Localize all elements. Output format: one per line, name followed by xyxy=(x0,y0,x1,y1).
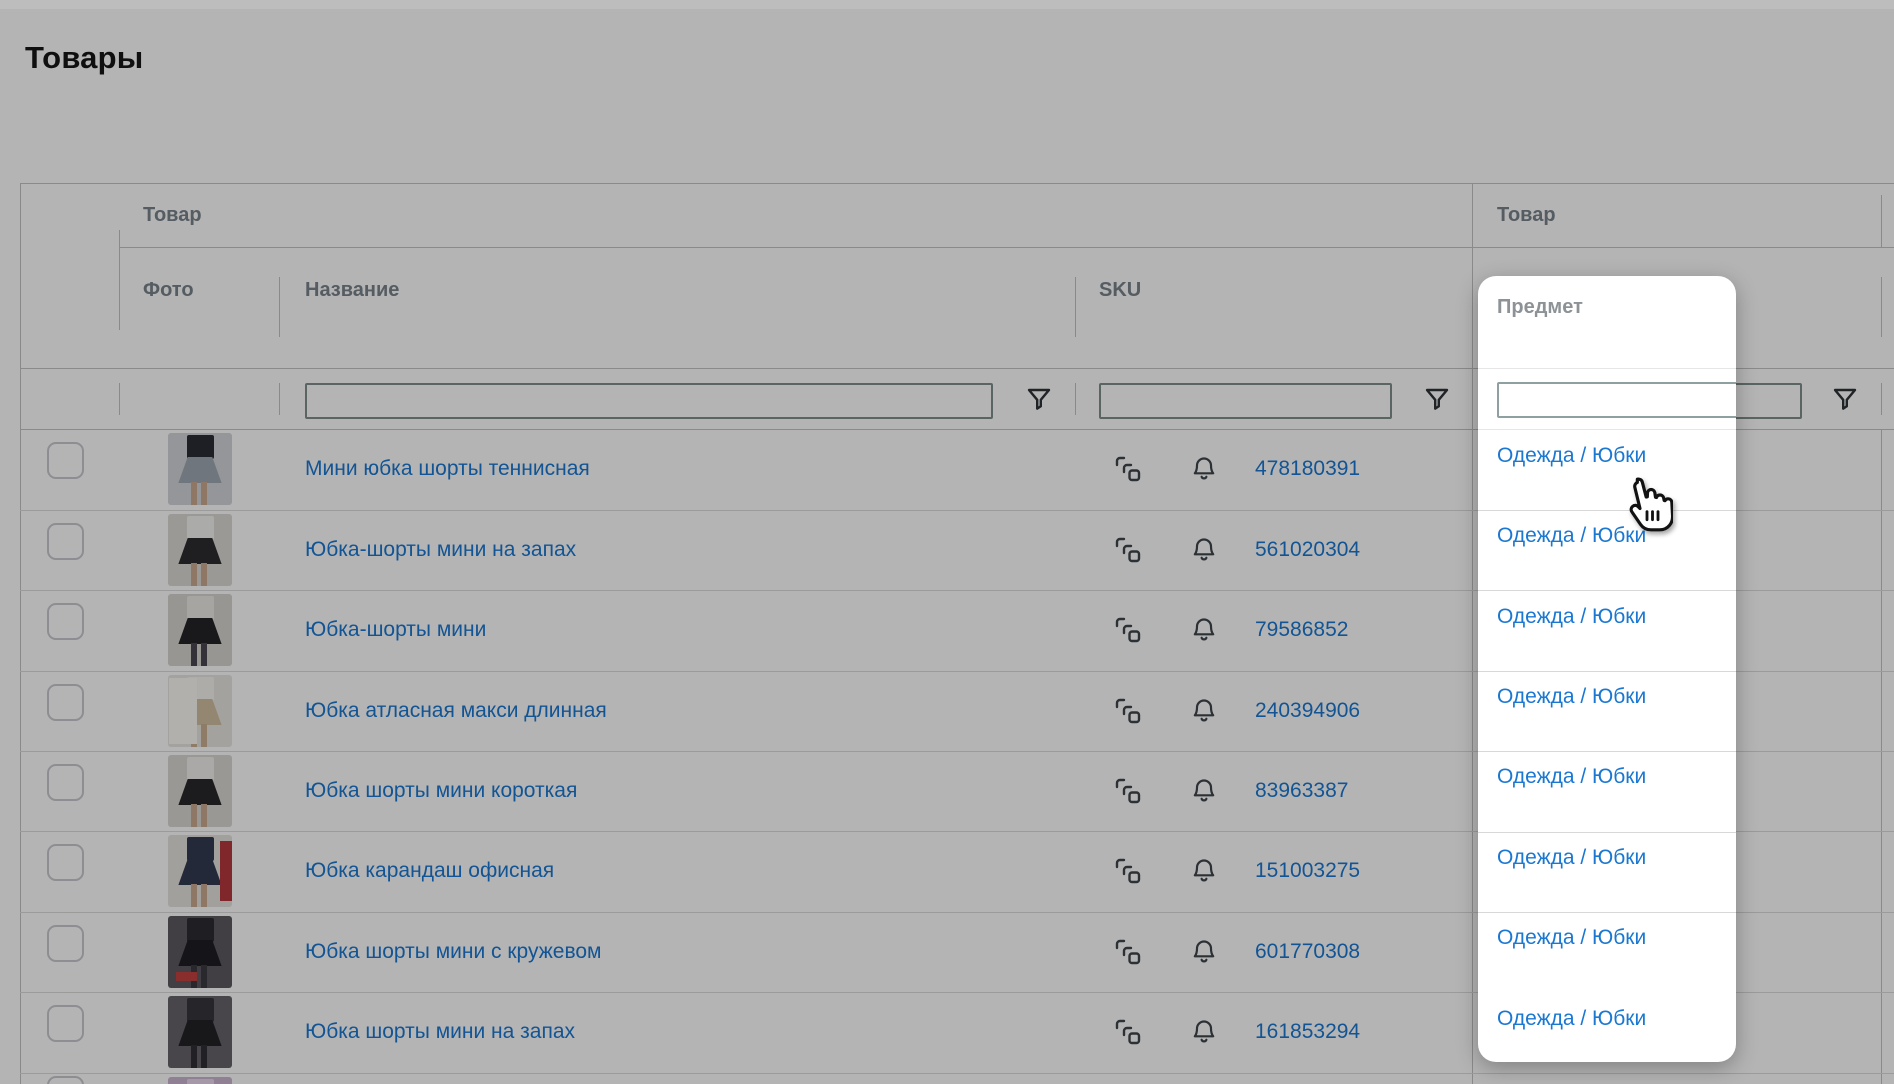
row-separator xyxy=(1478,832,1736,833)
column-border xyxy=(1881,383,1882,415)
row-separator xyxy=(20,912,1894,913)
row-checkbox[interactable] xyxy=(47,1005,84,1042)
sku-link[interactable]: 83963387 xyxy=(1255,779,1349,802)
product-name-link[interactable]: Юбка атласная макси длинная xyxy=(305,699,607,722)
column-header-subject: Предмет xyxy=(1497,296,1583,318)
table-row: Юбка-шорты мини на запах 561020304 xyxy=(20,510,1894,590)
row-checkbox[interactable] xyxy=(47,442,84,479)
row-separator xyxy=(20,831,1894,832)
row-checkbox[interactable] xyxy=(47,523,84,560)
row-checkbox[interactable] xyxy=(47,603,84,640)
table-row: Юбка шорты мини на запах 161853294 xyxy=(20,992,1894,1072)
sku-link[interactable]: 561020304 xyxy=(1255,538,1361,561)
divider xyxy=(279,383,280,415)
column-header-sku: SKU xyxy=(1099,279,1142,301)
sku-link[interactable]: 601770308 xyxy=(1255,940,1361,963)
row-checkbox[interactable] xyxy=(47,925,84,962)
row-separator xyxy=(20,671,1894,672)
table-border xyxy=(20,183,1894,184)
table-row: Юбка шорты мини короткая 83963387 xyxy=(20,751,1894,831)
row-separator xyxy=(20,1073,1894,1074)
divider xyxy=(1075,277,1076,337)
subject-link[interactable]: Одежда / Юбки xyxy=(1497,685,1647,708)
subject-filter-input[interactable] xyxy=(1497,382,1736,418)
product-photo xyxy=(168,514,232,586)
subject-link[interactable]: Одежда / Юбки xyxy=(1497,444,1647,467)
subject-column-spotlight: Предмет Одежда / Юбки Одежда / Юбки Одеж… xyxy=(1478,276,1736,1062)
top-edge-strip xyxy=(0,0,1894,9)
hand-pointer-cursor xyxy=(1629,477,1673,532)
row-separator xyxy=(20,992,1894,993)
product-photo xyxy=(168,916,232,988)
divider xyxy=(1478,368,1736,369)
product-photo xyxy=(168,433,232,505)
table-row: Юбка атласная макси длинная 240394906 xyxy=(20,671,1894,751)
sku-filter-input[interactable] xyxy=(1099,383,1392,419)
product-photo xyxy=(168,755,232,827)
subject-link[interactable]: Одежда / Юбки xyxy=(1497,926,1647,949)
row-separator xyxy=(20,510,1894,511)
divider xyxy=(1075,383,1076,415)
product-photo xyxy=(168,675,232,747)
table-row: Мини юбка шорты теннисная 478180391 xyxy=(20,429,1894,509)
divider xyxy=(279,277,280,337)
subject-link[interactable]: Одежда / Юбки xyxy=(1497,1007,1647,1030)
page-title: Товары xyxy=(25,40,144,75)
column-border xyxy=(1881,195,1882,247)
sku-link[interactable]: 240394906 xyxy=(1255,699,1361,722)
subject-link[interactable]: Одежда / Юбки xyxy=(1497,605,1647,628)
group-header-tovar-left: Товар xyxy=(143,204,202,226)
row-separator xyxy=(1478,590,1736,591)
subject-link[interactable]: Одежда / Юбки xyxy=(1497,765,1647,788)
subject-link[interactable]: Одежда / Юбки xyxy=(1497,524,1647,547)
column-header-photo: Фото xyxy=(143,279,194,301)
product-name-link[interactable]: Юбка-шорты мини на запах xyxy=(305,538,577,561)
column-border xyxy=(1881,430,1882,1084)
sku-link[interactable]: 79586852 xyxy=(1255,618,1349,641)
product-photo xyxy=(168,594,232,666)
table-row: Юбка-шорты мини 79586852 xyxy=(20,590,1894,670)
table-row: Юбка карандаш офисная 151003275 xyxy=(20,831,1894,911)
sku-link[interactable]: 478180391 xyxy=(1255,457,1361,480)
product-photo xyxy=(168,835,232,907)
products-table: Товар Товар Фото Название SKU Мини xyxy=(20,183,1894,1084)
row-separator xyxy=(1478,912,1736,913)
column-header-name: Название xyxy=(305,279,400,301)
product-name-link[interactable]: Юбка шорты мини короткая xyxy=(305,779,578,802)
product-name-link[interactable]: Юбка-шорты мини xyxy=(305,618,487,641)
sku-link[interactable]: 161853294 xyxy=(1255,1020,1361,1043)
group-header-tovar-right: Товар xyxy=(1497,204,1556,226)
product-name-link[interactable]: Мини юбка шорты теннисная xyxy=(305,457,590,480)
sku-link[interactable]: 151003275 xyxy=(1255,859,1361,882)
row-checkbox[interactable] xyxy=(47,684,84,721)
product-name-link[interactable]: Юбка шорты мини с кружевом xyxy=(305,940,602,963)
divider xyxy=(119,247,1894,248)
row-separator xyxy=(1478,751,1736,752)
row-separator xyxy=(1478,510,1736,511)
table-row: Юбка шорты мини с кружевом 601770308 xyxy=(20,912,1894,992)
column-border xyxy=(1472,183,1473,1084)
divider xyxy=(20,368,1894,369)
table-border xyxy=(20,183,21,1084)
column-border xyxy=(1881,277,1882,337)
row-separator xyxy=(20,590,1894,591)
subject-link[interactable]: Одежда / Юбки xyxy=(1497,846,1647,869)
row-separator xyxy=(1478,671,1736,672)
divider xyxy=(20,429,1894,430)
row-checkbox[interactable] xyxy=(47,1076,84,1084)
product-name-link[interactable]: Юбка карандаш офисная xyxy=(305,859,555,882)
divider xyxy=(119,383,120,415)
name-filter-input[interactable] xyxy=(305,383,993,419)
product-photo xyxy=(168,996,232,1068)
divider xyxy=(119,230,120,330)
product-name-link[interactable]: Юбка шорты мини на запах xyxy=(305,1020,575,1043)
product-photo xyxy=(168,1077,232,1084)
row-checkbox[interactable] xyxy=(47,764,84,801)
row-separator xyxy=(20,751,1894,752)
divider xyxy=(1478,429,1736,430)
row-checkbox[interactable] xyxy=(47,844,84,881)
table-row xyxy=(20,1073,1894,1084)
